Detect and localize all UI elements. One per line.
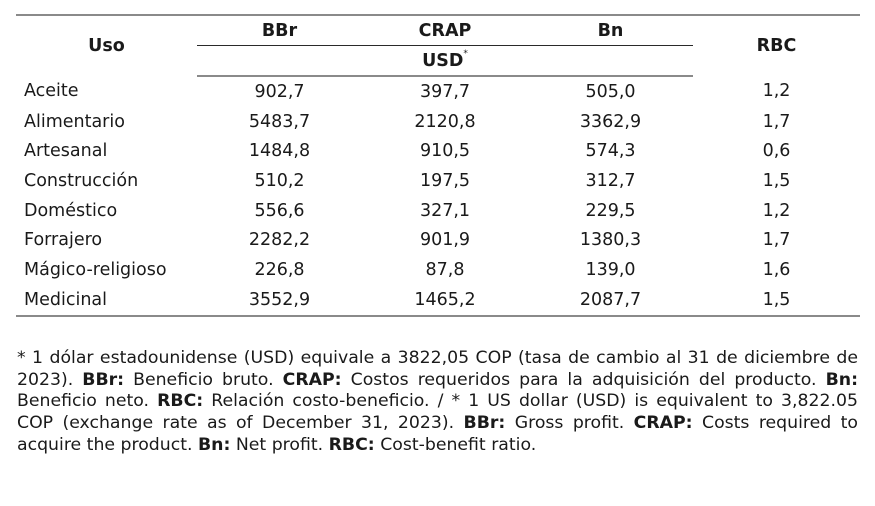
table-footnote: * 1 dólar estadounidense (USD) equivale …	[17, 348, 858, 456]
cell-uso: Artesanal	[24, 141, 108, 162]
footnote-term-crap: CRAP:	[633, 413, 693, 434]
cell-crap: 901,9	[419, 230, 471, 251]
cell-rbc: 1,7	[762, 111, 791, 132]
cell-crap: 910,5	[419, 141, 471, 162]
cost-benefit-table: Uso BBr CRAP Bn RBC USD* Aceite 902,7 39…	[16, 14, 860, 317]
header-bn: Bn	[528, 14, 693, 46]
cell-bbr: 3552,9	[197, 284, 362, 317]
cell-rbc: 1,6	[762, 259, 791, 280]
cell-rbc: 1,2	[762, 200, 791, 221]
cell-uso: Mágico-religioso	[24, 259, 167, 280]
footnote-text: Costs required to acquire the product.	[17, 413, 858, 455]
table-row: Forrajero 2282,2 901,9 1380,3 1,7	[16, 225, 860, 255]
footnote-text: Beneficio bruto.	[124, 369, 283, 390]
footnote-text: Net profit.	[230, 434, 329, 455]
unit-label: USD	[422, 50, 464, 71]
footnote-marker: *	[463, 48, 468, 59]
cell-rbc: 1,5	[762, 170, 791, 191]
cell-uso: Forrajero	[24, 230, 103, 251]
table-row: Medicinal 3552,9 1465,2 2087,7 1,5	[16, 284, 860, 317]
footnote-term-bn: Bn:	[825, 369, 858, 390]
cell-bbr: 226,8	[254, 259, 305, 280]
cell-uso: Construcción	[24, 170, 139, 191]
cell-bn: 505,0	[585, 81, 636, 102]
table-header: Uso BBr CRAP Bn RBC USD*	[16, 14, 860, 77]
footnote-term-crap: CRAP:	[282, 369, 342, 390]
cell-uso: Aceite	[24, 81, 79, 102]
table-row: Construcción 510,2 197,5 312,7 1,5	[16, 166, 860, 196]
cell-crap: 197,5	[419, 170, 471, 191]
cell-bbr: 2282,2	[248, 230, 311, 251]
header-bbr: BBr	[197, 14, 362, 46]
table-row: Aceite 902,7 397,7 505,0 1,2	[16, 76, 860, 107]
cell-bn: 229,5	[585, 200, 636, 221]
cell-crap: 1465,2	[362, 284, 528, 317]
footnote-text: Gross profit.	[505, 413, 634, 434]
cell-uso: Medicinal	[16, 284, 197, 317]
footnote-text: Beneficio neto.	[17, 391, 158, 412]
cell-bn: 2087,7	[528, 284, 693, 317]
table-row: Doméstico 556,6 327,1 229,5 1,2	[16, 196, 860, 226]
footnote-term-rbc: RBC:	[328, 434, 375, 455]
footnote-term-rbc: RBC:	[157, 391, 204, 412]
cell-bbr: 1484,8	[248, 141, 311, 162]
cell-bbr: 5483,7	[248, 111, 311, 132]
cell-rbc: 1,2	[762, 81, 791, 102]
cell-crap: 397,7	[419, 81, 471, 102]
header-uso: Uso	[16, 14, 197, 76]
footnote-term-bbr: BBr:	[463, 413, 506, 434]
cell-crap: 327,1	[419, 200, 471, 221]
table-body: Aceite 902,7 397,7 505,0 1,2 Alimentario…	[16, 76, 860, 317]
footnote-text: Relación costo-beneficio. / * 1 US dolla…	[17, 391, 858, 434]
cell-crap: 2120,8	[414, 111, 476, 132]
header-rbc: RBC	[693, 14, 860, 76]
cell-bn: 139,0	[585, 259, 636, 280]
cell-bbr: 556,6	[254, 200, 305, 221]
cell-bn: 1380,3	[579, 230, 642, 251]
cell-rbc: 1,5	[693, 284, 860, 317]
cell-uso: Doméstico	[24, 200, 118, 221]
cell-uso: Alimentario	[24, 111, 125, 132]
footnote-term-bbr: BBr:	[82, 369, 125, 390]
cell-rbc: 1,7	[762, 230, 791, 251]
header-unit: USD*	[197, 45, 693, 77]
cell-rbc: 0,6	[762, 141, 791, 162]
cell-bn: 312,7	[585, 170, 636, 191]
cell-bn: 574,3	[585, 141, 636, 162]
footnote-text: Cost-benefit ratio.	[374, 434, 537, 455]
footnote-term-bn: Bn:	[197, 434, 231, 455]
table-row: Artesanal 1484,8 910,5 574,3 0,6	[16, 136, 860, 166]
footnote-text: Costos requeridos para la adquisición de…	[341, 369, 826, 390]
data-table-container: Uso BBr CRAP Bn RBC USD* Aceite 902,7 39…	[16, 14, 860, 317]
cell-crap: 87,8	[425, 259, 465, 280]
cell-bbr: 510,2	[254, 170, 305, 191]
cell-bbr: 902,7	[254, 81, 305, 102]
table-row: Alimentario 5483,7 2120,8 3362,9 1,7	[16, 107, 860, 137]
footnote-text: * 1 dólar estadounidense (USD) equivale …	[17, 348, 858, 390]
header-crap: CRAP	[362, 14, 528, 46]
cell-bn: 3362,9	[579, 111, 642, 132]
table-row: Mágico-religioso 226,8 87,8 139,0 1,6	[16, 255, 860, 285]
